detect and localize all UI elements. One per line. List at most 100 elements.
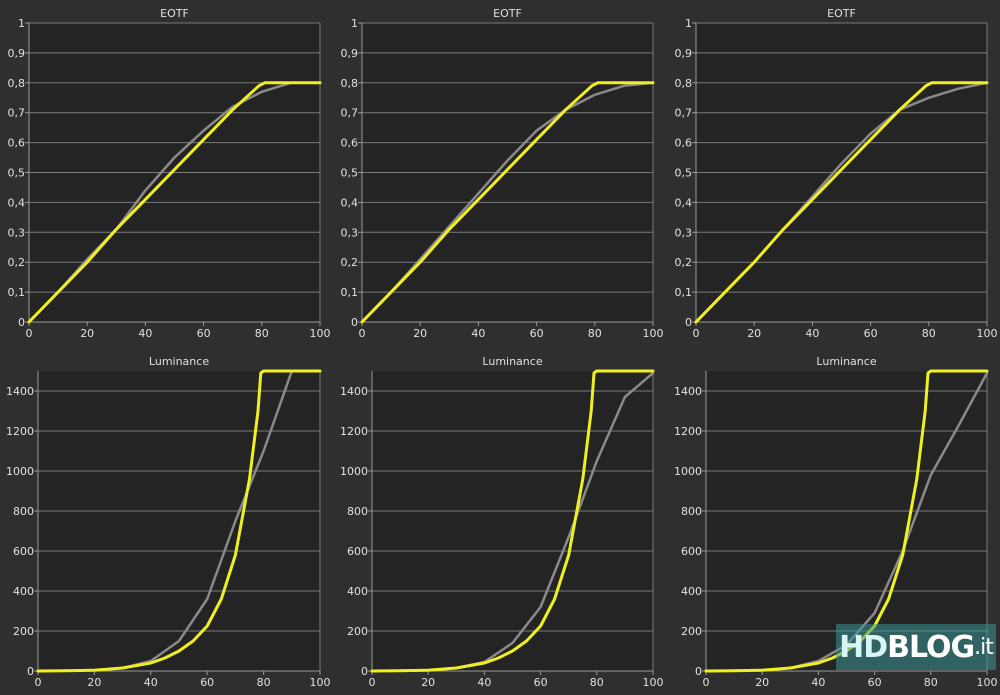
chart-title: EOTF: [827, 7, 856, 20]
chart-title: EOTF: [160, 7, 189, 20]
x-tick-label: 60: [530, 327, 544, 340]
y-tick-label: 1000: [340, 465, 368, 478]
watermark-it: .it: [974, 634, 994, 660]
y-tick-label: 0,5: [341, 167, 359, 180]
x-tick-label: 60: [868, 676, 882, 689]
x-tick-label: 40: [138, 327, 152, 340]
x-tick-label: 80: [257, 676, 271, 689]
y-tick-label: 0,9: [8, 47, 26, 60]
chart-title: Luminance: [816, 355, 876, 368]
chart-title: Luminance: [482, 355, 542, 368]
x-tick-label: 0: [369, 676, 376, 689]
y-tick-label: 0,8: [8, 77, 26, 90]
plot-area: [372, 371, 653, 671]
chart-panel-2: EOTF 0 0,1 0,2 0,3 0,4 0,5 0,6 0,7 0,8 0,9 1 0 20 40 60…: [341, 7, 664, 340]
x-tick-label: 0: [693, 327, 700, 340]
y-tick-label: 0,6: [675, 137, 693, 150]
y-tick-label: 0,3: [341, 226, 359, 239]
x-tick-label: 40: [144, 676, 158, 689]
y-tick-label: 0,4: [675, 196, 693, 209]
series-line-target: [27, 81, 322, 324]
y-tick-label: 200: [681, 625, 702, 638]
y-tick-label: 0,1: [8, 286, 26, 299]
y-tick-label: 0,6: [8, 137, 26, 150]
y-tick-label: 400: [347, 585, 368, 598]
y-tick-label: 1400: [674, 385, 702, 398]
y-tick-label: 0: [695, 665, 702, 678]
x-tick-label: 40: [471, 327, 485, 340]
x-tick-label: 80: [922, 327, 936, 340]
x-tick-label: 40: [805, 327, 819, 340]
y-tick-label: 0,1: [675, 286, 693, 299]
x-tick-label: 100: [310, 327, 331, 340]
y-tick-label: 0,4: [341, 196, 359, 209]
x-tick-label: 100: [643, 327, 664, 340]
x-tick-label: 100: [977, 327, 998, 340]
y-tick-label: 1: [685, 17, 692, 30]
x-tick-label: 20: [421, 676, 435, 689]
x-tick-label: 80: [590, 676, 604, 689]
chart-panel-4: Luminance 0 200 400 600 800 1000 1200 1400 0 20 40 6…: [6, 355, 331, 689]
x-tick-label: 20: [755, 676, 769, 689]
y-tick-label: 0,5: [8, 167, 26, 180]
plot-area: [706, 371, 987, 671]
y-tick-label: 1200: [674, 425, 702, 438]
x-tick-label: 80: [588, 327, 602, 340]
x-tick-label: 100: [643, 676, 664, 689]
x-tick-label: 40: [477, 676, 491, 689]
chart-panel-3: EOTF 0 0,1 0,2 0,3 0,4 0,5 0,6 0,7 0,8 0,9 1 0 20 40 60…: [675, 7, 998, 340]
y-tick-label: 0,6: [341, 137, 359, 150]
y-tick-label: 0: [361, 665, 368, 678]
y-tick-label: 600: [347, 545, 368, 558]
y-tick-label: 600: [681, 545, 702, 558]
y-tick-label: 800: [681, 505, 702, 518]
y-tick-label: 400: [681, 585, 702, 598]
y-tick-label: 1200: [6, 425, 34, 438]
chart-panel-1: EOTF 0 0,1 0,2 0,3 0,4 0,5 0,6 0,7 0,8 0,9 1 0 20 40 60…: [8, 7, 331, 340]
hdblog-watermark: HD BLOG .it: [836, 624, 996, 670]
y-tick-label: 0,7: [8, 107, 26, 120]
y-tick-label: 400: [13, 585, 34, 598]
y-tick-label: 0,9: [341, 47, 359, 60]
x-tick-label: 80: [255, 327, 269, 340]
y-tick-label: 0,7: [675, 107, 693, 120]
watermark-blog: BLOG: [887, 629, 975, 665]
x-tick-label: 20: [80, 327, 94, 340]
y-tick-label: 1000: [6, 465, 34, 478]
y-tick-label: 1400: [6, 385, 34, 398]
x-tick-label: 100: [977, 676, 998, 689]
x-tick-label: 0: [26, 327, 33, 340]
y-tick-label: 1000: [674, 465, 702, 478]
y-tick-label: 0,7: [341, 107, 359, 120]
x-tick-label: 100: [310, 676, 331, 689]
y-tick-label: 0: [27, 665, 34, 678]
chart-title: EOTF: [493, 7, 522, 20]
y-tick-label: 600: [13, 545, 34, 558]
y-tick-label: 1: [18, 17, 25, 30]
x-tick-label: 60: [197, 327, 211, 340]
x-tick-label: 40: [811, 676, 825, 689]
y-tick-label: 200: [13, 625, 34, 638]
y-tick-label: 0,1: [341, 286, 359, 299]
y-tick-label: 800: [347, 505, 368, 518]
watermark-hd: HD: [839, 629, 888, 665]
y-tick-label: 0: [685, 316, 692, 329]
y-tick-label: 0,5: [675, 167, 693, 180]
y-tick-label: 0,3: [675, 226, 693, 239]
y-tick-label: 0,8: [675, 77, 693, 90]
y-tick-label: 200: [347, 625, 368, 638]
x-tick-label: 80: [924, 676, 938, 689]
x-tick-label: 20: [413, 327, 427, 340]
y-tick-label: 1200: [340, 425, 368, 438]
chart-title: Luminance: [149, 355, 209, 368]
y-tick-label: 0,3: [8, 226, 26, 239]
series-line-target: [36, 369, 322, 673]
series-line-target: [360, 81, 655, 324]
x-tick-label: 20: [747, 327, 761, 340]
y-tick-label: 0,8: [341, 77, 359, 90]
y-tick-label: 0,2: [675, 256, 693, 269]
y-tick-label: 0,9: [675, 47, 693, 60]
y-tick-label: 0: [18, 316, 25, 329]
x-tick-label: 0: [359, 327, 366, 340]
series-line-target: [370, 369, 655, 673]
